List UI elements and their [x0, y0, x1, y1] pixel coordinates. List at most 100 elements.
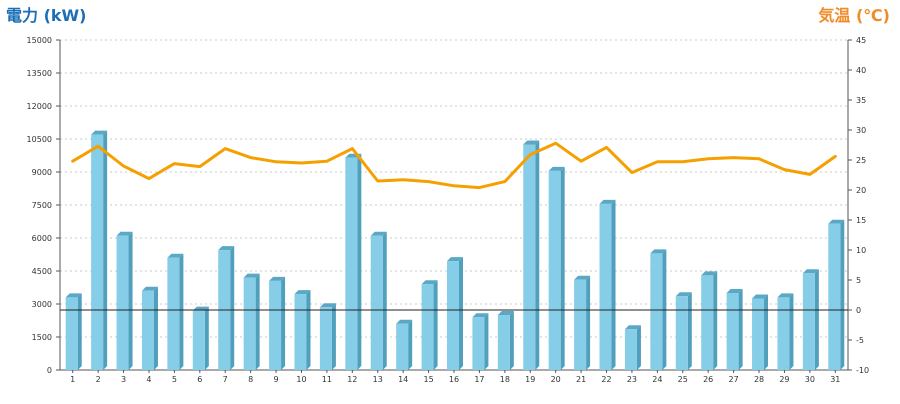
bar-side	[764, 294, 769, 370]
bar	[752, 298, 765, 370]
bar-top	[472, 313, 489, 318]
x-tick-label: 17	[474, 375, 484, 384]
bar-top	[167, 253, 184, 258]
bar-side	[713, 271, 718, 370]
bar	[777, 297, 790, 370]
bar	[192, 310, 205, 370]
bar-side	[814, 269, 819, 370]
bar-top	[828, 219, 845, 224]
bar-side	[484, 313, 489, 370]
left-tick-label: 0	[47, 366, 52, 375]
x-tick-label: 5	[172, 375, 177, 384]
x-tick-label: 28	[754, 375, 764, 384]
bar-top	[141, 286, 158, 291]
bar-top	[370, 231, 387, 236]
x-tick-label: 4	[146, 375, 151, 384]
x-tick-label: 30	[805, 375, 815, 384]
bar-side	[77, 293, 82, 370]
bar-top	[777, 293, 794, 298]
bar-top	[65, 293, 82, 298]
left-tick-label: 15000	[27, 36, 52, 45]
x-tick-label: 20	[551, 375, 561, 384]
right-tick-label: 10	[856, 246, 866, 255]
left-tick-label: 9000	[32, 168, 52, 177]
bar	[650, 253, 663, 370]
x-tick-label: 15	[423, 375, 433, 384]
bar-side	[204, 306, 209, 370]
right-tick-label: 15	[856, 216, 866, 225]
x-tick-label: 25	[678, 375, 688, 384]
x-tick-label: 23	[627, 375, 637, 384]
right-tick-label: 40	[856, 66, 866, 75]
bar	[701, 275, 714, 370]
left-tick-label: 3000	[32, 300, 52, 309]
left-tick-label: 7500	[32, 201, 52, 210]
bar	[91, 134, 104, 370]
bar-side	[560, 166, 565, 370]
x-tick-label: 21	[576, 375, 586, 384]
x-tick-label: 9	[274, 375, 279, 384]
bar-top	[726, 289, 743, 293]
bar-top	[675, 292, 692, 297]
bar-top	[396, 319, 413, 324]
bar	[523, 144, 536, 370]
bar-side	[382, 231, 387, 370]
left-tick-label: 13500	[27, 69, 52, 78]
bar-side	[179, 253, 184, 370]
left-axis-title: 電力 (kW)	[6, 6, 87, 25]
bar	[472, 317, 485, 370]
right-tick-label: -10	[856, 366, 869, 375]
x-tick-label: 8	[248, 375, 253, 384]
bar-side	[586, 275, 591, 370]
bar-side	[408, 319, 413, 370]
right-tick-label: -5	[856, 336, 864, 345]
right-tick-label: 35	[856, 96, 866, 105]
bar-side	[230, 246, 235, 370]
bar	[726, 293, 739, 370]
x-tick-label: 27	[729, 375, 739, 384]
bar	[167, 257, 180, 370]
bar-top	[243, 273, 260, 278]
bar	[624, 329, 637, 370]
left-tick-label: 4500	[32, 267, 52, 276]
bar	[802, 273, 815, 370]
bar	[294, 294, 307, 370]
bar-side	[636, 325, 641, 370]
bar	[345, 157, 358, 370]
x-tick-label: 14	[398, 375, 408, 384]
bar-side	[103, 130, 108, 370]
bar	[141, 290, 154, 370]
bar	[396, 323, 409, 370]
bar-top	[421, 280, 438, 285]
x-tick-label: 1	[70, 375, 75, 384]
bar	[269, 280, 282, 370]
bar-side	[331, 303, 336, 370]
bar-top	[548, 166, 565, 171]
right-axis-title: 気温 (℃)	[818, 6, 890, 25]
bar	[675, 296, 688, 370]
bar-top	[650, 249, 667, 254]
x-tick-label: 29	[779, 375, 789, 384]
bar-side	[357, 153, 362, 370]
bar	[319, 307, 332, 370]
bar-side	[687, 292, 692, 370]
x-tick-label: 2	[96, 375, 101, 384]
x-tick-label: 11	[322, 375, 332, 384]
x-tick-label: 13	[373, 375, 383, 384]
bar-side	[535, 140, 540, 370]
bar-top	[218, 246, 235, 251]
bar-top	[701, 271, 718, 276]
bar-side	[509, 311, 514, 370]
bar	[421, 284, 434, 370]
right-tick-label: 20	[856, 186, 866, 195]
right-tick-label: 30	[856, 126, 866, 135]
bar-top	[294, 290, 311, 295]
bar-top	[91, 130, 108, 135]
bar	[243, 277, 256, 370]
bar-side	[128, 231, 133, 370]
bar-side	[789, 293, 794, 370]
bar	[65, 297, 78, 370]
bar-side	[738, 289, 743, 370]
